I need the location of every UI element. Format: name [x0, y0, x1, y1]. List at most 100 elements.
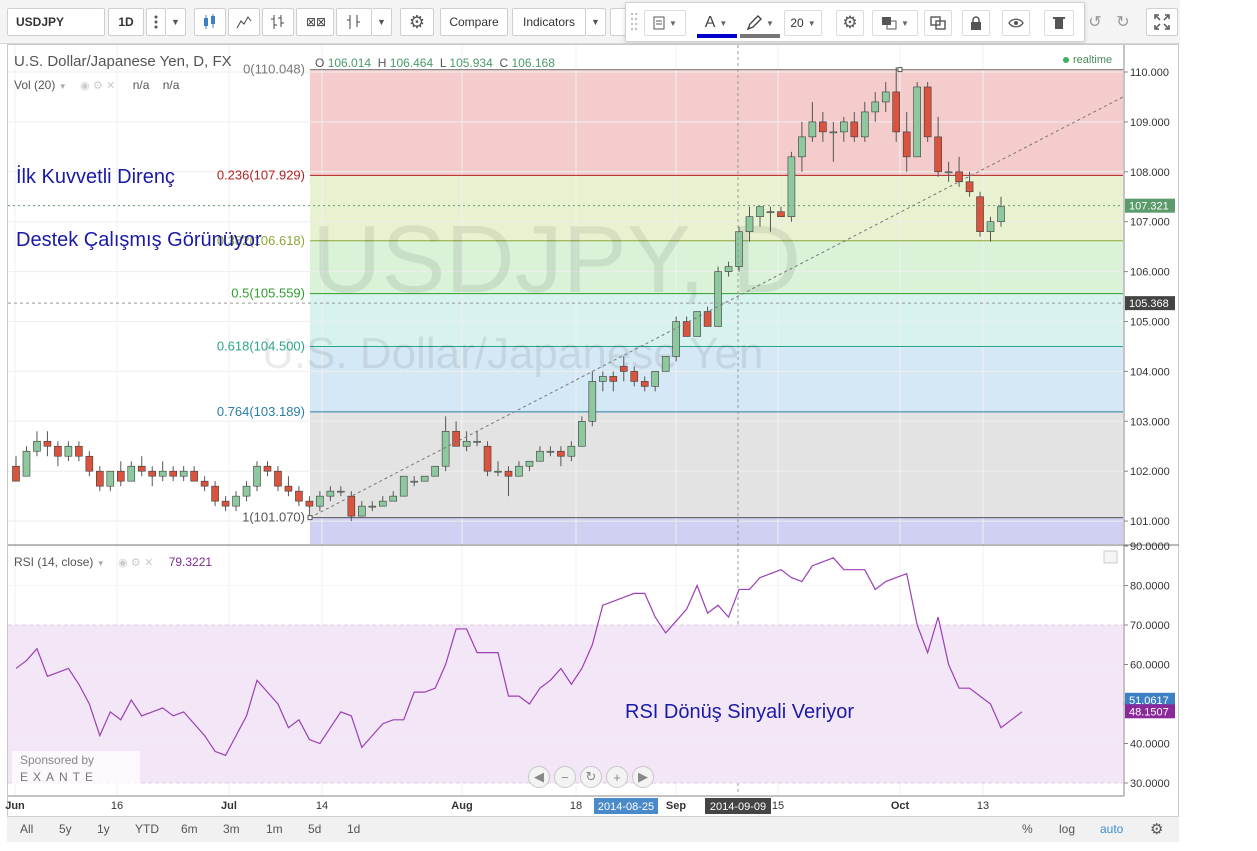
candle-body	[242, 485, 251, 497]
candle-body	[211, 485, 219, 502]
range-1d[interactable]: 1d	[347, 822, 361, 836]
candles-icon[interactable]	[194, 8, 226, 36]
candle-body	[305, 500, 314, 507]
candle-body	[902, 131, 911, 158]
range-all[interactable]: All	[20, 822, 34, 836]
line-color-swatch[interactable]	[740, 34, 780, 38]
date-highlight-1: 2014-08-25	[598, 801, 654, 813]
chevron-down-icon[interactable]: ▼	[58, 82, 67, 91]
rsi-value: 79.3221	[168, 555, 213, 569]
volume-legend[interactable]: Vol (20) ▼ ◉ ⚙ ✕ n/a n/a	[14, 78, 179, 92]
candle-body	[337, 490, 345, 493]
candle-body	[22, 450, 31, 477]
candle-body	[672, 321, 680, 357]
range-5y[interactable]: 5y	[59, 822, 72, 836]
realtime-indicator: realtime	[1063, 54, 1112, 66]
interval-menu-icon[interactable]	[146, 8, 166, 36]
candle-body	[735, 231, 743, 267]
fib-label: 0.618(104.500)	[217, 338, 305, 353]
clone-icon[interactable]	[924, 10, 952, 36]
annotation-resistance[interactable]: İlk Kuvvetli Direnç	[16, 166, 175, 188]
trash-icon[interactable]	[1044, 10, 1074, 36]
watermark-symbol: USDJPY, D	[312, 206, 801, 313]
range-6m[interactable]: 6m	[181, 822, 198, 836]
candle-body	[913, 86, 921, 158]
settings-icon[interactable]: ⚙	[836, 10, 864, 36]
candle-body	[578, 420, 586, 447]
gear-icon[interactable]: ⚙	[1150, 821, 1164, 838]
redo-icon[interactable]: ↻	[1116, 14, 1130, 31]
close-icon[interactable]: ✕	[106, 80, 116, 92]
candle-body	[976, 196, 984, 232]
candle-body	[965, 181, 974, 193]
range-1y[interactable]: 1y	[97, 822, 110, 836]
fib-zone	[310, 517, 1123, 544]
range-5d[interactable]: 5d	[308, 822, 322, 836]
zoom-in-icon[interactable]: +	[606, 766, 628, 788]
candle-body	[599, 376, 607, 382]
rsi-tag-1: 51.0617	[1129, 695, 1169, 707]
close-icon[interactable]: ✕	[144, 557, 154, 569]
symbol-input[interactable]: USDJPY	[7, 8, 105, 36]
ohlc-h-label: H	[377, 56, 387, 70]
reset-icon[interactable]: ↻	[580, 766, 602, 788]
bars-icon[interactable]	[228, 8, 260, 36]
date-crosshair-label: 2014-09-09	[710, 801, 766, 813]
log-toggle[interactable]: log	[1059, 822, 1076, 836]
annotation-support[interactable]: Destek Çalışmış Görünüyor	[16, 229, 262, 251]
range-3m[interactable]: 3m	[223, 822, 240, 836]
eye-icon[interactable]	[1002, 10, 1030, 36]
rsi-axis-label: 80.0000	[1130, 581, 1170, 593]
visibility-icon[interactable]: ◉	[117, 557, 128, 569]
line-style-icon[interactable]	[336, 8, 372, 36]
range-1m[interactable]: 1m	[266, 822, 283, 836]
candle-body	[536, 450, 544, 462]
annotation-rsi[interactable]: RSI Dönüş Sinyali Veriyor	[625, 701, 854, 723]
font-size-select[interactable]: 20 ▼	[784, 10, 822, 36]
visibility-icon[interactable]: ◉	[79, 80, 90, 92]
text-color-swatch[interactable]	[697, 34, 737, 38]
auto-toggle[interactable]: auto	[1100, 822, 1124, 836]
settings-icon[interactable]: ⚙	[92, 80, 103, 92]
text-icon[interactable]: A ▼	[696, 10, 736, 36]
rsi-axis-label: 90.0000	[1130, 541, 1170, 553]
zoom-out-icon[interactable]: −	[554, 766, 576, 788]
drag-handle-icon[interactable]	[630, 11, 638, 35]
candle-body	[420, 475, 429, 482]
pencil-icon[interactable]: ▼	[740, 10, 780, 36]
heikin-icon[interactable]	[262, 8, 294, 36]
x-axis-label: 15	[772, 800, 784, 812]
sponsor-badge[interactable]: Sponsored by EXANTE	[12, 751, 140, 785]
chevron-down-icon[interactable]: ▼	[372, 8, 392, 36]
y-axis-label: 103.000	[1130, 416, 1170, 428]
candle-body	[808, 121, 817, 138]
range-ytd[interactable]: YTD	[135, 822, 159, 836]
fullscreen-icon[interactable]	[1146, 8, 1178, 36]
indicators-button[interactable]: Indicators	[512, 8, 586, 36]
settings-icon[interactable]: ⚙	[130, 557, 141, 569]
scroll-right-icon[interactable]: ▶	[632, 766, 654, 788]
chevron-down-icon[interactable]: ▼	[96, 559, 105, 568]
chevron-down-icon[interactable]: ▼	[586, 8, 606, 36]
lock-icon[interactable]	[962, 10, 990, 36]
layers-icon[interactable]: ▼	[872, 10, 918, 36]
candle-body	[640, 381, 649, 387]
candle-body	[504, 470, 513, 477]
candle-body	[934, 136, 942, 173]
percent-toggle[interactable]: %	[1022, 822, 1033, 836]
renko-icon[interactable]: ⊠⊠	[296, 8, 334, 36]
candle-body	[871, 101, 880, 113]
scroll-left-icon[interactable]: ◀	[528, 766, 550, 788]
rsi-legend[interactable]: RSI (14, close) ▼ ◉ ⚙ ✕ 79.3221	[14, 555, 212, 569]
y-axis-label: 104.000	[1130, 366, 1170, 378]
interval-button[interactable]: 1D	[108, 8, 144, 36]
gear-icon[interactable]: ⚙	[400, 8, 434, 36]
undo-icon[interactable]: ↺	[1088, 14, 1102, 31]
candle-body	[326, 490, 335, 497]
chevron-down-icon[interactable]: ▼	[166, 8, 186, 36]
compare-button[interactable]: Compare	[440, 8, 508, 36]
template-icon[interactable]: ▼	[644, 10, 686, 36]
candle-body	[724, 266, 733, 272]
current-price-tag-bg	[1125, 198, 1175, 213]
